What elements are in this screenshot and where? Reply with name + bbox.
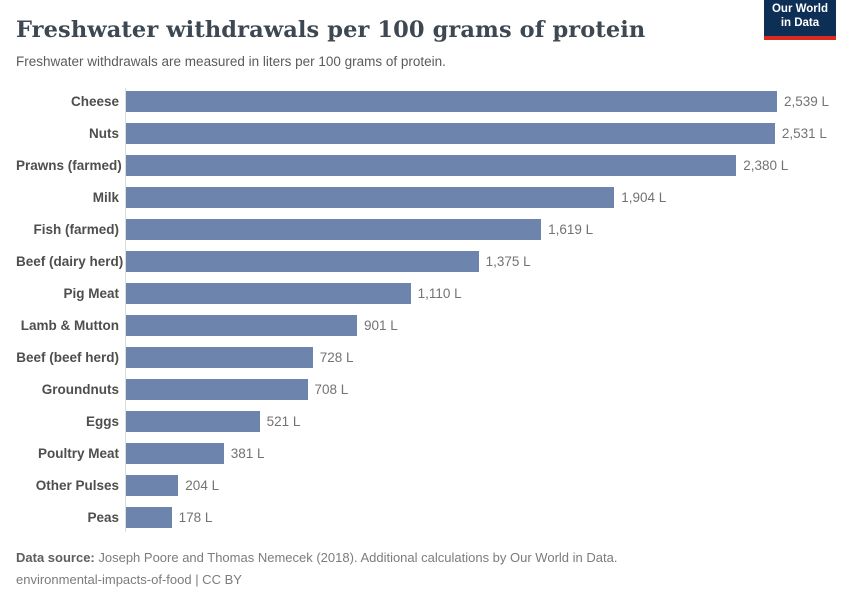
owid-logo-line2: in Data	[780, 17, 820, 30]
bar-area: 708 L	[125, 379, 834, 401]
bar[interactable]	[126, 475, 179, 497]
category-label: Beef (beef herd)	[16, 350, 119, 366]
license-line: environmental-impacts-of-food | CC BY	[16, 572, 242, 588]
category-label: Groundnuts	[41, 382, 119, 398]
bar-area: 178 L	[125, 507, 834, 529]
value-label: 901 L	[364, 318, 398, 334]
chart-header: Freshwater withdrawals per 100 grams of …	[16, 0, 836, 71]
bar-area: 1,904 L	[125, 187, 834, 209]
value-label: 728 L	[319, 350, 354, 366]
bar-row: Fish (farmed) 1,619 L	[16, 214, 834, 246]
owid-logo[interactable]: Our World in Data	[763, 0, 836, 40]
chart-subtitle: Freshwater withdrawals are measured in l…	[16, 54, 446, 70]
bar-row: Groundnuts 708 L	[16, 374, 834, 406]
bar-row: Beef (dairy herd) 1,375 L	[16, 246, 834, 278]
bar[interactable]	[126, 347, 313, 369]
bar-row: Milk 1,904 L	[16, 182, 834, 214]
bar[interactable]	[126, 155, 737, 177]
bar[interactable]	[126, 283, 411, 305]
data-source-label: Data source:	[16, 549, 95, 565]
category-label: Beef (dairy herd)	[16, 254, 124, 270]
value-label: 2,380 L	[743, 158, 789, 174]
category-label: Cheese	[70, 94, 119, 110]
bar-area: 2,380 L	[125, 155, 834, 177]
bar[interactable]	[126, 123, 775, 145]
value-label: 1,110 L	[417, 286, 462, 302]
value-label: 708 L	[314, 382, 349, 398]
y-axis-line	[125, 87, 126, 532]
value-label: 1,904 L	[621, 190, 667, 206]
bar-rows: Cheese 2,539 L Nuts 2,531 L Prawns (farm…	[16, 86, 834, 534]
bar[interactable]	[126, 507, 172, 529]
bar[interactable]	[126, 219, 542, 241]
value-label: 381 L	[230, 446, 265, 462]
chart-footer: Data source: Joseph Poore and Thomas Nem…	[16, 547, 834, 593]
category-label: Fish (farmed)	[33, 222, 119, 238]
page-title: Freshwater withdrawals per 100 grams of …	[16, 17, 646, 43]
bar-row: Pig Meat 1,110 L	[16, 278, 834, 310]
bar-area: 1,619 L	[125, 219, 834, 241]
category-label: Milk	[92, 190, 119, 206]
bar[interactable]	[126, 411, 260, 433]
bar-area: 1,110 L	[125, 283, 834, 305]
bar-row: Poultry Meat 381 L	[16, 438, 834, 470]
category-label: Prawns (farmed)	[16, 158, 122, 174]
data-source-line: Data source: Joseph Poore and Thomas Nem…	[16, 547, 834, 570]
category-label: Peas	[87, 510, 119, 526]
owid-logo-line1: Our World	[771, 3, 828, 15]
bar-area: 204 L	[125, 475, 834, 497]
category-label: Nuts	[89, 126, 119, 142]
bar-row: Eggs 521 L	[16, 406, 834, 438]
bar-row: Peas 178 L	[16, 502, 834, 534]
value-label: 1,619 L	[548, 222, 594, 238]
bar-area: 901 L	[125, 315, 834, 337]
bar[interactable]	[126, 91, 777, 113]
bar-area: 2,539 L	[125, 91, 834, 113]
bar-row: Cheese 2,539 L	[16, 86, 834, 118]
bar-area: 381 L	[125, 443, 834, 465]
value-label: 178 L	[178, 510, 213, 526]
bar-chart: Cheese 2,539 L Nuts 2,531 L Prawns (farm…	[16, 86, 834, 534]
data-source-text: Joseph Poore and Thomas Nemecek (2018). …	[94, 549, 618, 565]
bar[interactable]	[126, 379, 308, 401]
value-label: 204 L	[185, 478, 220, 494]
bar-row: Beef (beef herd) 728 L	[16, 342, 834, 374]
bar-row: Nuts 2,531 L	[16, 118, 834, 150]
bar-area: 728 L	[125, 347, 834, 369]
category-label: Poultry Meat	[37, 446, 119, 462]
bar[interactable]	[126, 187, 615, 209]
bar[interactable]	[126, 251, 479, 273]
value-label: 2,531 L	[781, 126, 827, 142]
bar-row: Lamb & Mutton 901 L	[16, 310, 834, 342]
category-label: Pig Meat	[63, 286, 119, 302]
value-label: 521 L	[266, 414, 301, 430]
bar-area: 1,375 L	[125, 251, 834, 273]
value-label: 1,375 L	[485, 254, 531, 270]
category-label: Eggs	[85, 414, 119, 430]
category-label: Lamb & Mutton	[20, 318, 119, 334]
category-label: Other Pulses	[35, 478, 119, 494]
bar[interactable]	[126, 443, 224, 465]
bar-area: 521 L	[125, 411, 834, 433]
value-label: 2,539 L	[784, 94, 830, 110]
bar-row: Prawns (farmed) 2,380 L	[16, 150, 834, 182]
bar[interactable]	[126, 315, 357, 337]
bar-area: 2,531 L	[125, 123, 834, 145]
bar-row: Other Pulses 204 L	[16, 470, 834, 502]
